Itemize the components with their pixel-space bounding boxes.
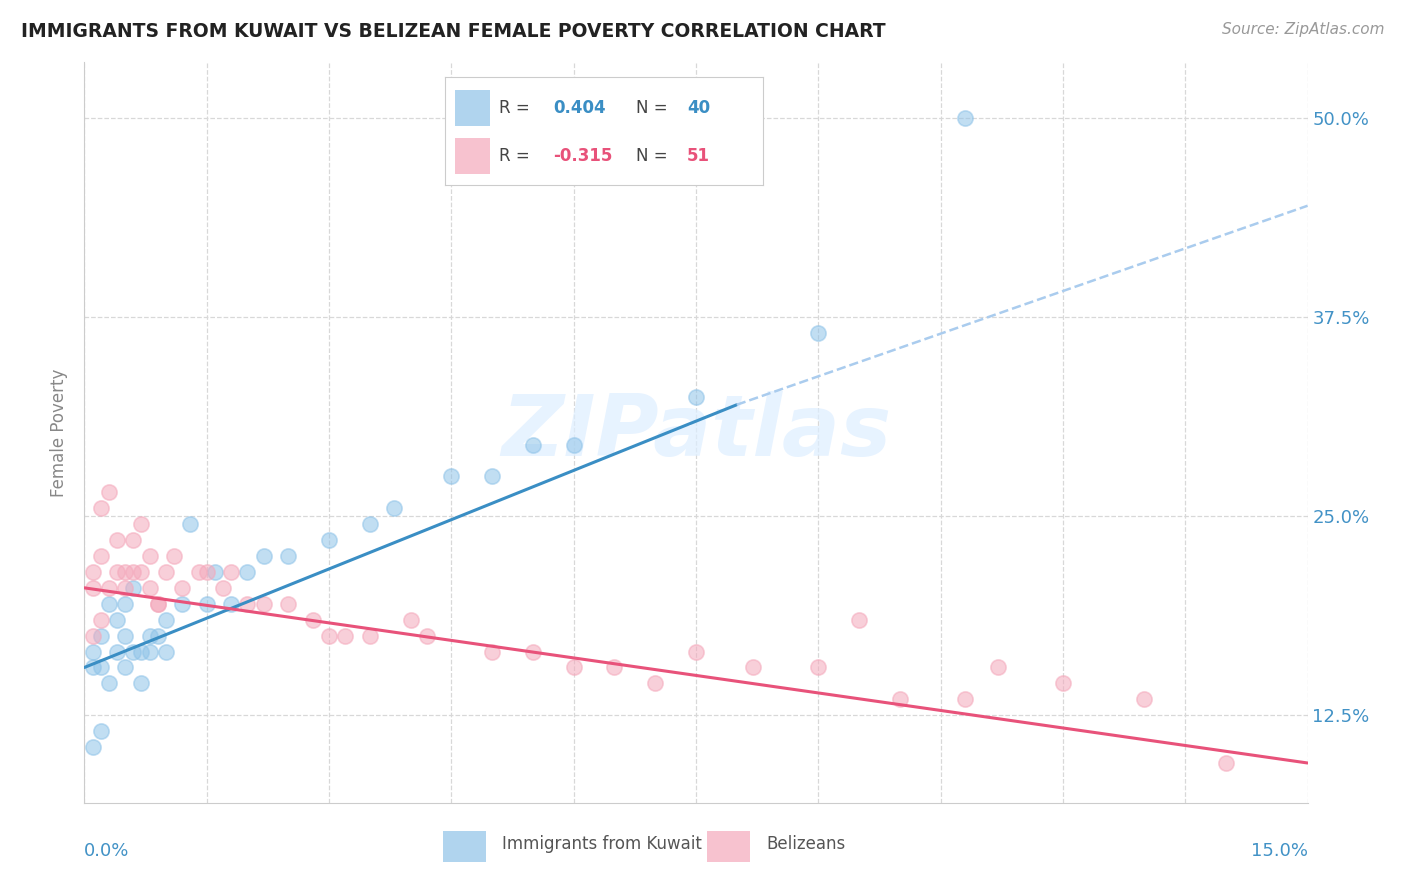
Point [82,581,104,595]
Point [685,644,707,658]
Point [82,565,104,579]
Point [416,629,439,643]
Point [562,437,585,451]
Point [172,581,194,595]
Point [440,469,463,483]
Point [155,565,177,579]
Point [114,581,136,595]
Point [97,485,120,500]
Point [562,660,585,674]
Point [131,676,153,690]
Point [82,660,104,674]
Point [131,644,153,658]
Point [987,660,1010,674]
Point [953,111,976,125]
Point [82,629,104,643]
Text: ZIPatlas: ZIPatlas [501,391,891,475]
Point [138,644,160,658]
Point [131,517,153,532]
Point [90,549,112,563]
Point [204,565,226,579]
Point [155,644,177,658]
Point [742,660,765,674]
Point [603,660,626,674]
Point [122,533,145,547]
Point [97,597,120,611]
Point [90,613,112,627]
Point [318,629,340,643]
Point [114,660,136,674]
Point [522,437,544,451]
Point [90,501,112,516]
Point [359,517,381,532]
Point [90,660,112,674]
Point [97,676,120,690]
Point [219,597,242,611]
Point [277,549,299,563]
Point [481,469,503,483]
Point [114,565,136,579]
Point [146,597,169,611]
Point [155,613,177,627]
Point [146,629,169,643]
Point [82,644,104,658]
Point [1215,756,1237,770]
Point [1133,692,1156,706]
Point [522,644,544,658]
Point [131,565,153,579]
Text: IMMIGRANTS FROM KUWAIT VS BELIZEAN FEMALE POVERTY CORRELATION CHART: IMMIGRANTS FROM KUWAIT VS BELIZEAN FEMAL… [21,22,886,41]
Point [105,644,128,658]
Point [179,517,201,532]
Point [105,565,128,579]
Point [90,724,112,739]
Point [644,676,666,690]
Point [105,613,128,627]
Point [90,629,112,643]
Point [953,692,976,706]
Point [114,629,136,643]
Point [138,629,160,643]
Point [122,644,145,658]
Point [889,692,911,706]
Point [685,390,707,404]
Point [187,565,209,579]
Point [195,597,218,611]
Point [1052,676,1074,690]
Point [481,644,503,658]
Point [399,613,422,627]
Point [807,326,830,340]
Point [253,549,276,563]
Point [236,597,259,611]
Point [277,597,299,611]
Point [122,581,145,595]
Y-axis label: Female Poverty: Female Poverty [51,368,69,497]
Point [359,629,381,643]
Text: 0.0%: 0.0% [84,842,129,860]
Point [253,597,276,611]
Point [335,629,357,643]
Point [138,549,160,563]
Point [807,660,830,674]
Point [219,565,242,579]
Point [122,565,145,579]
Point [163,549,186,563]
Point [105,533,128,547]
Text: Source: ZipAtlas.com: Source: ZipAtlas.com [1222,22,1385,37]
Point [114,597,136,611]
Point [82,740,104,755]
Point [236,565,259,579]
Point [848,613,870,627]
Point [212,581,235,595]
Point [97,581,120,595]
Point [382,501,405,516]
Point [172,597,194,611]
Point [301,613,323,627]
Point [318,533,340,547]
Point [138,581,160,595]
Text: 15.0%: 15.0% [1250,842,1308,860]
Point [195,565,218,579]
Point [146,597,169,611]
